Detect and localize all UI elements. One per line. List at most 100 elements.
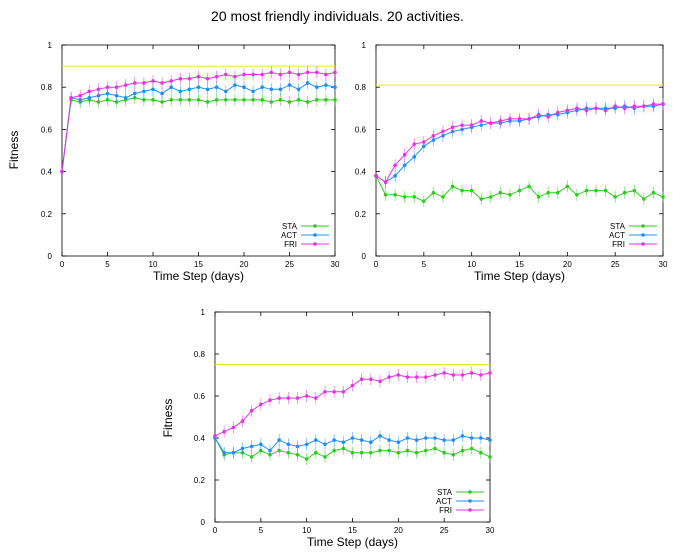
legend-marker [641, 224, 645, 228]
x-tick-label: 0 [213, 526, 218, 535]
data-point [479, 119, 484, 123]
data-point [387, 375, 391, 379]
data-point [527, 184, 531, 189]
data-point [142, 89, 146, 94]
data-point [374, 174, 378, 178]
data-point [260, 98, 265, 102]
data-point [295, 453, 300, 457]
data-point [517, 188, 522, 193]
y-axis-label: Fitness [7, 131, 21, 170]
data-point [268, 398, 272, 403]
data-point [205, 87, 210, 92]
data-point [333, 70, 337, 75]
x-tick-label: 10 [302, 526, 311, 535]
data-point [160, 91, 164, 96]
data-point [651, 190, 656, 195]
data-point [96, 100, 101, 104]
data-point [396, 450, 401, 455]
data-point [402, 195, 407, 199]
data-point [222, 450, 226, 455]
data-point [387, 448, 391, 453]
data-point [451, 453, 456, 457]
data-point [508, 193, 512, 197]
data-point [287, 70, 292, 75]
data-point [142, 81, 146, 85]
data-point [442, 438, 446, 442]
data-point [405, 436, 410, 440]
data-point [259, 402, 263, 407]
data-point [324, 98, 328, 102]
data-point [214, 74, 219, 79]
data-point [324, 83, 328, 87]
data-point [323, 455, 327, 459]
x-tick-label: 20 [394, 526, 403, 535]
legend-label: FRI [439, 506, 452, 515]
data-point [249, 444, 254, 449]
data-point [479, 436, 483, 440]
data-point [393, 193, 397, 197]
data-point [196, 85, 201, 89]
data-point [133, 91, 137, 96]
data-point [414, 438, 419, 442]
y-tick-label: 0.8 [41, 83, 53, 92]
data-point [460, 373, 465, 377]
data-point [396, 373, 401, 377]
data-point [178, 98, 183, 102]
x-tick-label: 10 [467, 260, 476, 269]
y-tick-label: 0.2 [194, 476, 206, 485]
data-point [114, 100, 119, 104]
x-tick-label: 5 [259, 526, 264, 535]
data-point [613, 195, 617, 199]
data-point [269, 100, 274, 104]
data-point [450, 125, 455, 130]
x-axis-label: Time Step (days) [307, 535, 398, 549]
data-point [242, 98, 246, 102]
data-point [442, 371, 446, 375]
data-point [87, 95, 92, 100]
data-point [498, 119, 503, 123]
y-tick-label: 1 [201, 308, 206, 317]
data-point [489, 121, 493, 125]
x-tick-label: 30 [486, 526, 495, 535]
data-point [622, 106, 627, 111]
y-tick-label: 0.6 [41, 125, 53, 134]
data-point [304, 457, 309, 461]
data-point [269, 70, 274, 75]
legend-label: ACT [609, 231, 625, 240]
data-point [575, 193, 579, 197]
data-point [295, 444, 300, 449]
legend-marker [313, 233, 317, 237]
data-point [251, 72, 255, 77]
data-point [305, 70, 310, 75]
data-point [214, 98, 219, 102]
data-point [488, 455, 492, 459]
series-act [213, 429, 492, 459]
data-point [433, 446, 437, 451]
data-point [469, 436, 474, 440]
data-point [105, 98, 110, 102]
series-sta [374, 174, 665, 208]
legend-label: STA [610, 222, 626, 231]
data-point [613, 104, 617, 108]
data-point [451, 373, 456, 377]
data-point [296, 87, 301, 92]
data-point [424, 436, 428, 440]
data-point [422, 199, 426, 203]
data-point [240, 419, 245, 424]
data-point [369, 377, 373, 382]
data-point [315, 85, 319, 89]
data-point [359, 377, 364, 382]
y-tick-label: 0 [48, 252, 53, 261]
data-point [205, 100, 210, 104]
data-point [286, 450, 291, 455]
data-point [412, 142, 417, 146]
x-tick-label: 20 [240, 260, 249, 269]
data-point [324, 72, 328, 77]
series-line [61, 97, 335, 172]
data-point [350, 450, 355, 455]
data-point [393, 163, 397, 168]
x-tick-label: 30 [659, 260, 668, 269]
data-point [350, 436, 355, 440]
data-point [196, 74, 201, 79]
